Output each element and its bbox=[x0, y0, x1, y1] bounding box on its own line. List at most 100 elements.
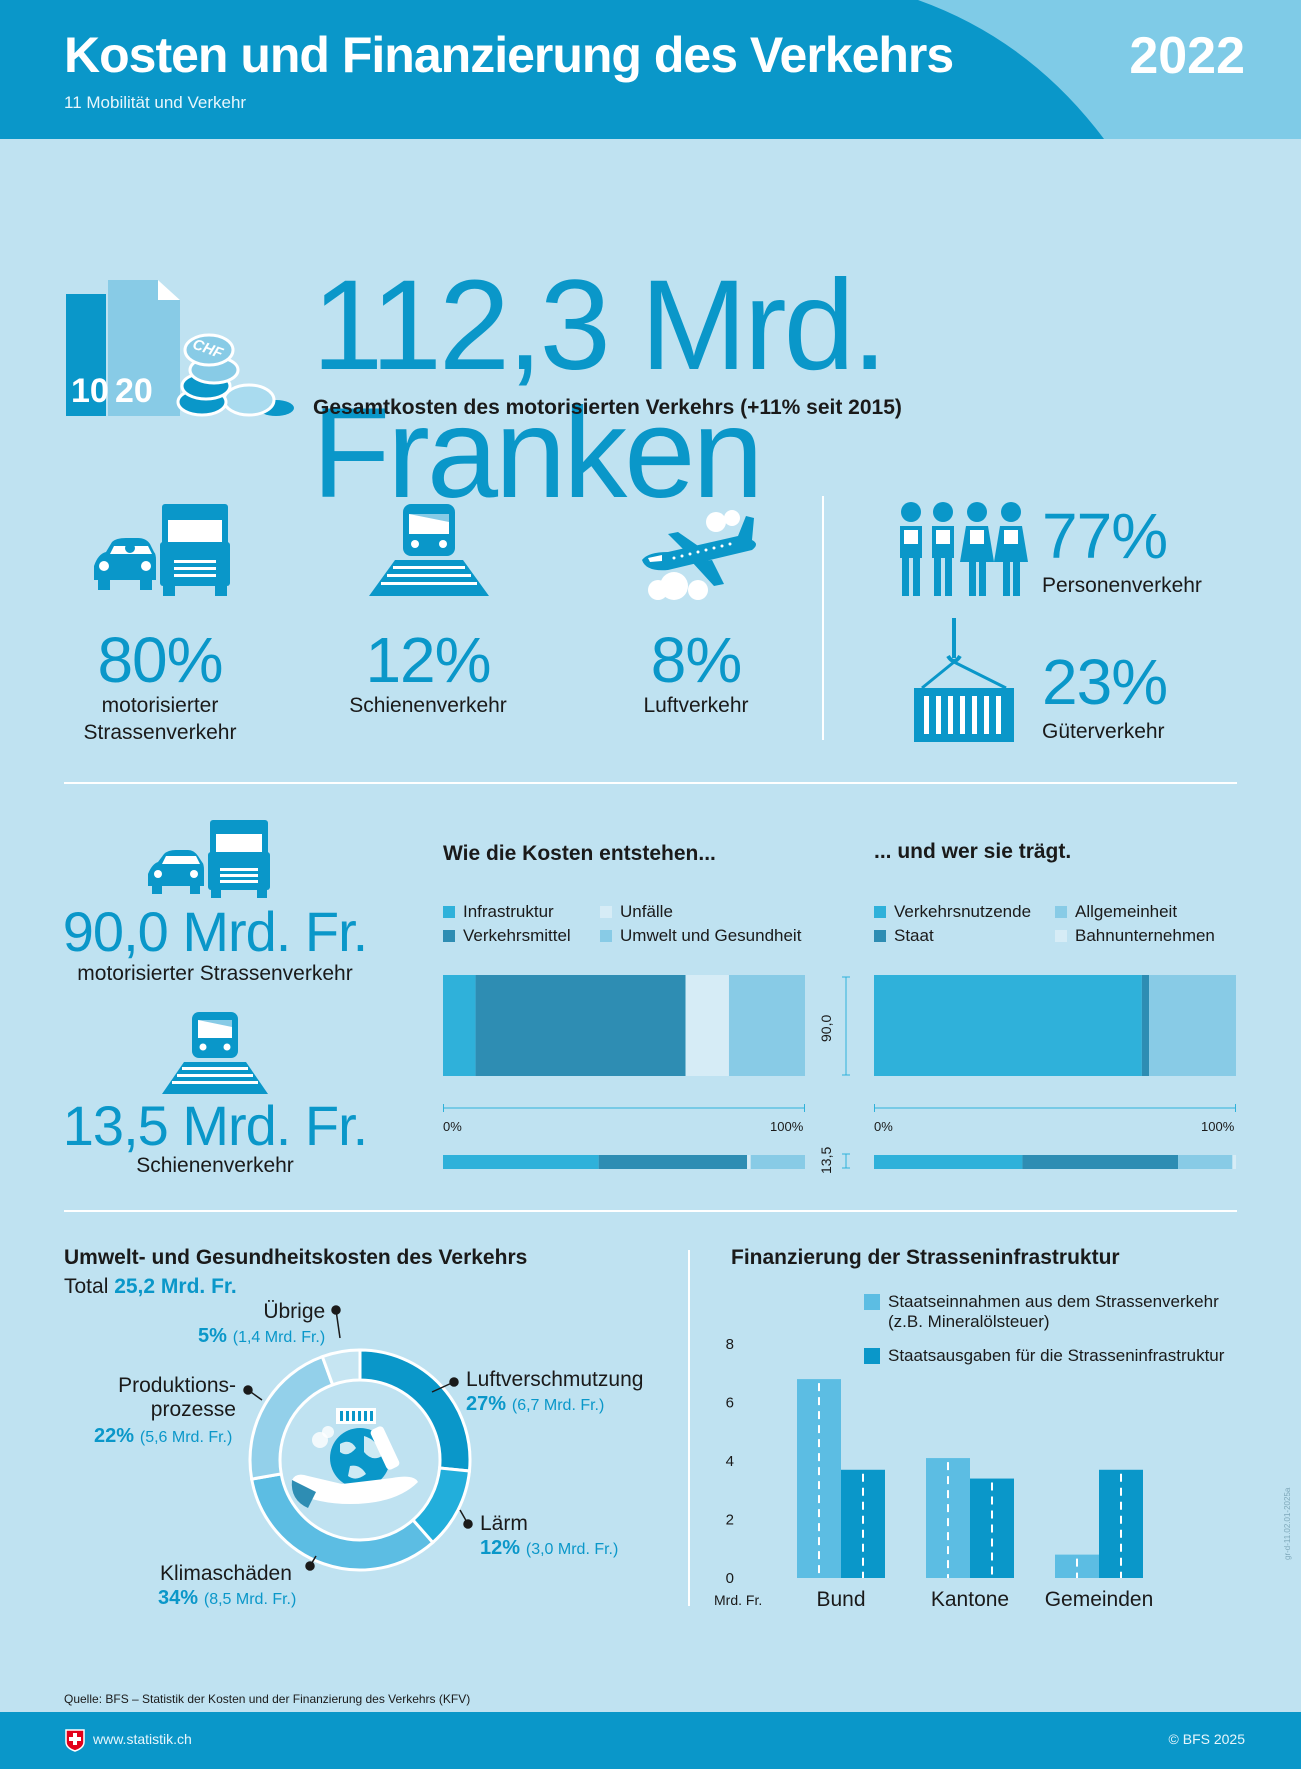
donut-leader-lines bbox=[243, 1305, 473, 1571]
hand-globe-icon bbox=[291, 1408, 418, 1508]
mode-rail-pct: 12% bbox=[365, 624, 491, 696]
stack-bar-0-0-1 bbox=[475, 975, 686, 1076]
slice-pct-produktion: 22% bbox=[94, 1425, 135, 1447]
legend-staatsausgaben: Staatsausgaben für die Strasseninfrastru… bbox=[864, 1346, 1224, 1366]
banknote-20-text: 20 bbox=[115, 372, 153, 410]
stack-bar-0-0-3 bbox=[728, 975, 805, 1076]
mode-air-pct: 8% bbox=[650, 624, 743, 696]
legend-bahnunternehmen: Bahnunternehmen bbox=[1055, 926, 1215, 946]
slice-pct-uebrige: 5% bbox=[198, 1325, 227, 1348]
road-amount-label: motorisierter Strassenverkehr bbox=[77, 962, 353, 985]
swiss-cross-icon bbox=[65, 1729, 85, 1752]
freight-label: Güterverkehr bbox=[1042, 720, 1165, 743]
people-icon bbox=[900, 502, 1028, 596]
cost-bearer-tick-100: 100% bbox=[1201, 1119, 1235, 1134]
legend-verkehrsmittel: Verkehrsmittel bbox=[443, 926, 571, 946]
graphic-code: gr-d-11.02.01-2025a bbox=[1283, 1487, 1292, 1560]
header-wedge-shape bbox=[918, 0, 1301, 139]
banknote-10-text: 10 bbox=[71, 372, 109, 410]
env-costs-title: Umwelt- und Gesundheitskosten des Verkeh… bbox=[64, 1246, 528, 1269]
slice-pct-laerm: 12% bbox=[480, 1537, 521, 1560]
footer-copyright: © BFS 2025 bbox=[1168, 1731, 1245, 1747]
legend-staat: Staat bbox=[874, 926, 934, 946]
stack-bar-1-0-0 bbox=[874, 975, 1142, 1076]
financing-ytick-4: 8 bbox=[726, 1336, 734, 1353]
cost-origin-tick-0: 0% bbox=[443, 1119, 462, 1134]
cost-bearer-title: ... und wer sie trägt. bbox=[874, 840, 1072, 863]
stack-bar-0-1-3 bbox=[750, 1155, 805, 1169]
road-amount: 90,0 Mrd. Fr. bbox=[62, 900, 368, 963]
section-divider-1 bbox=[64, 782, 1237, 784]
rail-amount-label: Schienenverkehr bbox=[136, 1154, 294, 1177]
stack-bar-1-1-1 bbox=[1022, 1155, 1179, 1169]
financing-bar-1-0 bbox=[926, 1458, 970, 1578]
financing-title: Finanzierung der Strasseninfrastruktur bbox=[731, 1246, 1120, 1269]
stack-bar-0-0-0 bbox=[443, 975, 476, 1076]
slice-value-luft: (6,7 Mrd. Fr.) bbox=[511, 1397, 605, 1415]
page-subtitle: 11 Mobilität und Verkehr bbox=[64, 93, 247, 112]
financing-bar-0-0 bbox=[797, 1379, 841, 1578]
total-cost-label: Gesamtkosten des motorisierten Verkehrs … bbox=[313, 396, 902, 419]
financing-chart: 0 2 4 6 8 Bund Kantone Gemeinden bbox=[726, 1336, 1154, 1610]
financing-ytick-0: 0 bbox=[726, 1570, 734, 1587]
bottom-divider bbox=[688, 1250, 690, 1606]
slice-name-produktion: Produktions- prozesse bbox=[118, 1374, 236, 1422]
legend-umwelt: Umwelt und Gesundheit bbox=[600, 926, 801, 946]
slice-value-uebrige: (1,4 Mrd. Fr.) bbox=[232, 1329, 326, 1347]
financing-category-2: Gemeinden bbox=[1045, 1588, 1154, 1610]
mode-air-label: Luftverkehr bbox=[643, 694, 749, 717]
cost-origin-title: Wie die Kosten entstehen... bbox=[443, 842, 716, 865]
source-note: Quelle: BFS – Statistik der Kosten und d… bbox=[64, 1692, 471, 1706]
stack-bar-1-1-0 bbox=[874, 1155, 1023, 1169]
page-year: 2022 bbox=[1129, 27, 1245, 85]
mode-road-pct: 80% bbox=[97, 624, 223, 696]
slice-label-produktion: Produktions- prozesse bbox=[94, 1374, 236, 1422]
slice-value-klima: (8,5 Mrd. Fr.) bbox=[203, 1591, 297, 1609]
slice-name-klima: Klimaschäden bbox=[160, 1562, 292, 1585]
stack-bar-1-0-2 bbox=[1149, 975, 1236, 1076]
money-stack-icon: 10 20 CHF bbox=[66, 280, 294, 417]
slice-name-uebrige: Übrige bbox=[263, 1300, 326, 1323]
mode-road-label: motorisierter Strassenverkehr bbox=[83, 694, 237, 745]
stack-bar-0-1-2 bbox=[747, 1155, 751, 1169]
slice-pct-klima: 34% bbox=[158, 1587, 199, 1610]
financing-ytick-1: 2 bbox=[726, 1512, 734, 1529]
stack-bar-1-1-2 bbox=[1178, 1155, 1233, 1169]
passenger-pct: 77% bbox=[1042, 500, 1168, 572]
footer-bar: www.statistik.ch © BFS 2025 bbox=[0, 1712, 1301, 1769]
slice-name-laerm: Lärm bbox=[480, 1512, 528, 1535]
cost-origin-chart bbox=[443, 975, 805, 1169]
legend-infrastruktur: Infrastruktur bbox=[443, 902, 554, 922]
cost-bearer-chart bbox=[874, 975, 1236, 1169]
train-icon bbox=[369, 504, 489, 596]
slice-value-laerm: (3,0 Mrd. Fr.) bbox=[525, 1541, 619, 1559]
airplane-icon bbox=[642, 510, 756, 600]
cost-origin-tick-100: 100% bbox=[770, 1119, 804, 1134]
slice-label-luft: Luftverschmutzung 27% (6,7 Mrd. Fr.) bbox=[466, 1368, 643, 1416]
car-truck-small-icon bbox=[148, 820, 270, 898]
bar-rail-category: 13,5 bbox=[818, 1146, 834, 1174]
financing-ytick-3: 6 bbox=[726, 1395, 734, 1412]
car-truck-icon bbox=[94, 504, 230, 596]
rail-amount: 13,5 Mrd. Fr. bbox=[62, 1094, 368, 1157]
slice-label-laerm: Lärm 12% (3,0 Mrd. Fr.) bbox=[480, 1512, 618, 1560]
stack-bar-1-1-3 bbox=[1232, 1155, 1236, 1169]
legend-unfaelle: Unfälle bbox=[600, 902, 673, 922]
legend-staatseinnahmen: Staatseinnahmen aus dem Strassenverkehr … bbox=[864, 1292, 1219, 1333]
legend-allgemeinheit: Allgemeinheit bbox=[1055, 902, 1177, 922]
financing-ytick-2: 4 bbox=[726, 1453, 734, 1470]
cost-bearer-tick-0: 0% bbox=[874, 1119, 893, 1134]
stack-bar-0-1-1 bbox=[598, 1155, 748, 1169]
env-costs-total-value: 25,2 Mrd. Fr. bbox=[114, 1275, 237, 1298]
env-costs-total: Total 25,2 Mrd. Fr. bbox=[64, 1275, 237, 1299]
page-title: Kosten und Finanzierung des Verkehrs bbox=[64, 27, 954, 83]
env-costs-donut bbox=[248, 1348, 472, 1572]
footer-url[interactable]: www.statistik.ch bbox=[93, 1731, 192, 1747]
freight-pct: 23% bbox=[1042, 646, 1168, 718]
slice-pct-luft: 27% bbox=[466, 1393, 507, 1416]
slice-label-klima: Klimaschäden 34% (8,5 Mrd. Fr.) bbox=[158, 1562, 296, 1610]
stack-bar-0-0-2 bbox=[685, 975, 729, 1076]
train-small-icon bbox=[162, 1012, 268, 1094]
mode-rail-label: Schienenverkehr bbox=[349, 694, 507, 717]
donut-slice-4 bbox=[320, 1348, 362, 1387]
